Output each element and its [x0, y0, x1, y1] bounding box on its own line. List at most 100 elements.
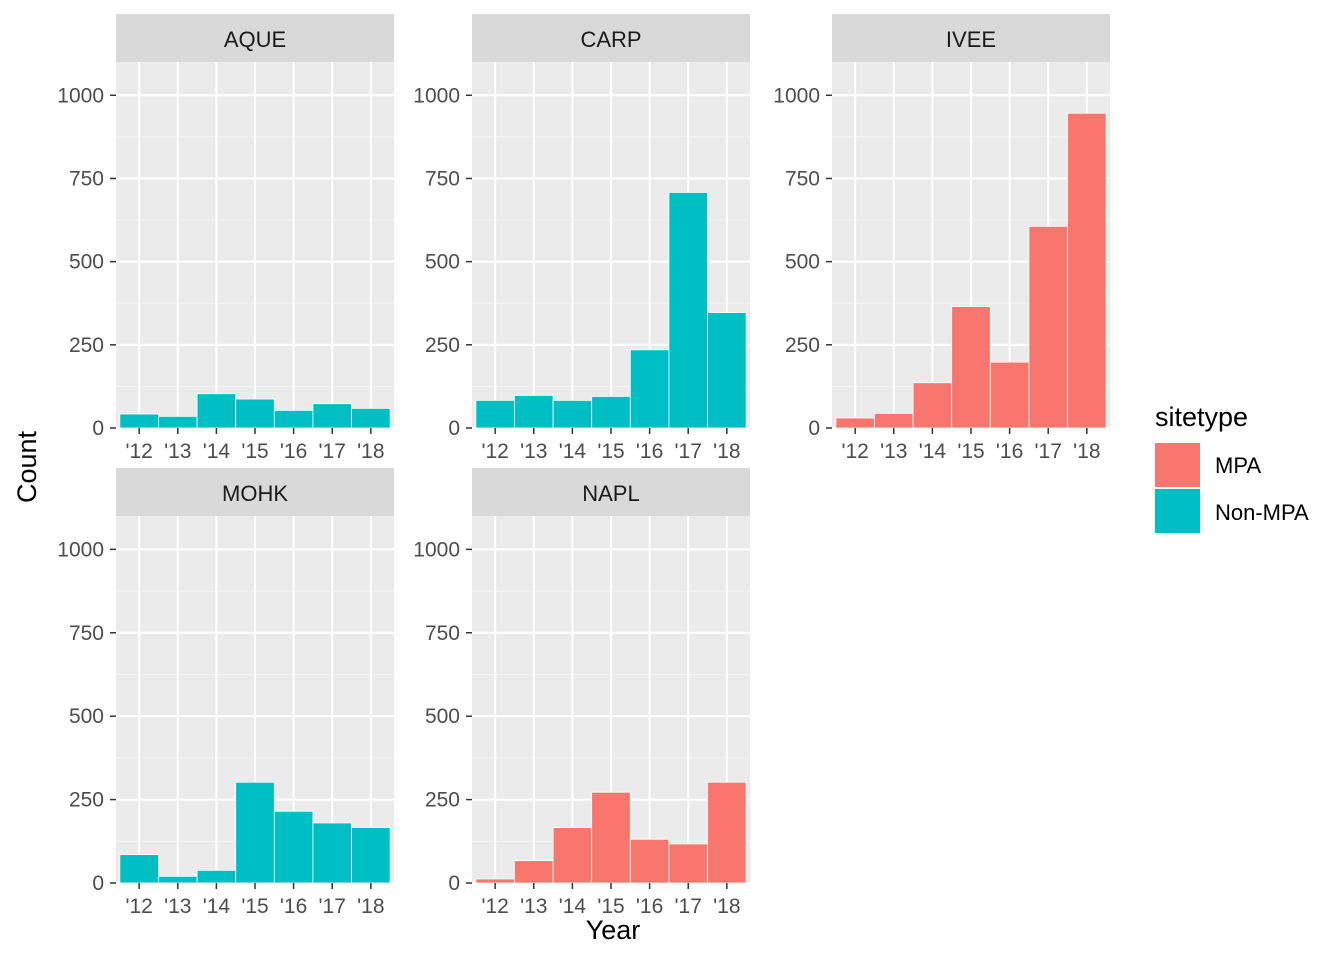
bar-ivee-16 [989, 361, 1030, 429]
bar-mohk-15 [235, 781, 275, 884]
bar-aque-12 [119, 413, 159, 429]
x-tick-label: '14 [203, 895, 231, 918]
x-tick-label: '18 [357, 440, 384, 463]
facet-panels: AQUE 0 250 500 750 1000 '12 '13 '14 '15 '16 '17 '18 C… [57, 14, 1110, 918]
legend-label-mpa: MPA [1215, 453, 1261, 478]
legend-key-non-mpa [1155, 489, 1200, 533]
x-tick-label: '14 [559, 440, 587, 463]
x-tick-label: '16 [636, 895, 663, 918]
bar-carp-17 [668, 192, 708, 429]
y-tick-label: 750 [425, 167, 460, 190]
y-tick-label: 1000 [413, 84, 460, 107]
x-tick-label: '14 [203, 440, 231, 463]
strip-ivee [832, 14, 1110, 62]
bar-ivee-17 [1028, 225, 1068, 429]
x-tick-label: '16 [280, 440, 307, 463]
bar-ivee-15 [951, 306, 991, 429]
x-tick-label: '17 [319, 440, 346, 463]
x-tick-label: '12 [125, 895, 152, 918]
bar-aque-17 [312, 403, 352, 429]
y-tick-label: 500 [425, 705, 460, 728]
strip-aque [116, 14, 394, 62]
bar-carp-12 [475, 399, 515, 429]
x-tick-label: '18 [713, 440, 740, 463]
strip-napl [472, 468, 750, 516]
x-tick-label: '17 [1035, 440, 1062, 463]
bar-carp-14 [552, 399, 593, 429]
y-tick-label: 750 [69, 167, 104, 190]
strip-label: AQUE [224, 27, 286, 52]
bar-carp-16 [629, 349, 670, 429]
x-tick-label: '16 [996, 440, 1023, 463]
y-tick-label: 1000 [57, 538, 104, 561]
y-tick-label: 1000 [773, 84, 820, 107]
bar-mohk-12 [119, 854, 159, 884]
bar-napl-14 [552, 827, 593, 884]
y-tick-label: 750 [425, 622, 460, 645]
bar-ivee-13 [874, 412, 914, 429]
x-tick-label: '13 [520, 895, 547, 918]
bar-mohk-16 [273, 810, 314, 884]
x-tick-label: '16 [636, 440, 663, 463]
legend-label-non-mpa: Non-MPA [1215, 500, 1309, 525]
x-tick-label: '18 [1073, 440, 1100, 463]
panel-napl: NAPL 0 250 500 750 1000 '12 '13 '14 '15 '16 '17 '18 [413, 468, 750, 918]
bar-napl-16 [629, 838, 670, 884]
y-axis-title: Count [12, 430, 42, 503]
bar-napl-12 [475, 878, 515, 884]
bar-napl-18 [707, 781, 747, 884]
x-tick-label: '13 [164, 895, 191, 918]
y-tick-label: 250 [69, 334, 104, 357]
y-tick-label: 250 [785, 334, 820, 357]
x-tick-label: '13 [520, 440, 547, 463]
x-tick-label: '17 [675, 440, 702, 463]
strip-label: NAPL [582, 481, 639, 506]
x-tick-label: '17 [675, 895, 702, 918]
bar-mohk-14 [196, 869, 237, 884]
y-tick-label: 0 [808, 417, 820, 440]
x-tick-label: '15 [957, 440, 984, 463]
y-tick-label: 500 [425, 251, 460, 274]
x-tick-label: '14 [919, 440, 947, 463]
x-tick-label: '15 [597, 895, 624, 918]
y-tick-label: 500 [69, 705, 104, 728]
y-tick-label: 250 [425, 789, 460, 812]
bar-mohk-17 [312, 822, 352, 884]
strip-carp [472, 14, 750, 62]
strip-label: CARP [580, 27, 641, 52]
bar-mohk-18 [351, 827, 391, 884]
y-tick-label: 0 [448, 872, 460, 895]
x-axis-title: Year [586, 915, 641, 945]
y-tick-label: 0 [92, 872, 104, 895]
strip-mohk [116, 468, 394, 516]
x-tick-label: '16 [280, 895, 307, 918]
bar-ivee-18 [1067, 112, 1107, 429]
y-tick-label: 250 [69, 789, 104, 812]
legend-key-mpa [1155, 443, 1200, 487]
y-tick-label: 0 [448, 417, 460, 440]
legend-title: sitetype [1155, 402, 1248, 432]
bar-aque-15 [235, 398, 275, 429]
bar-aque-18 [351, 407, 391, 429]
x-tick-label: '17 [319, 895, 346, 918]
legend: sitetype MPA Non-MPA [1155, 402, 1309, 533]
bar-napl-13 [514, 860, 554, 884]
bar-carp-18 [707, 312, 747, 429]
bar-aque-16 [273, 409, 314, 429]
bar-carp-13 [514, 394, 554, 429]
panel-ivee: IVEE 0 250 500 750 1000 '12 '13 '14 '15 '16 '17 '18 [773, 14, 1110, 463]
x-tick-label: '13 [164, 440, 191, 463]
y-tick-label: 1000 [413, 538, 460, 561]
x-tick-label: '14 [559, 895, 587, 918]
y-tick-label: 500 [785, 251, 820, 274]
bar-napl-17 [668, 843, 708, 884]
x-tick-label: '12 [481, 440, 508, 463]
y-tick-label: 750 [785, 167, 820, 190]
strip-label: MOHK [222, 481, 288, 506]
x-tick-label: '15 [597, 440, 624, 463]
panel-mohk: MOHK 0 250 500 750 1000 '12 '13 '14 '15 '16 '17 '18 [57, 468, 394, 918]
bar-napl-15 [591, 791, 631, 884]
bar-ivee-14 [912, 382, 953, 429]
x-tick-label: '18 [713, 895, 740, 918]
